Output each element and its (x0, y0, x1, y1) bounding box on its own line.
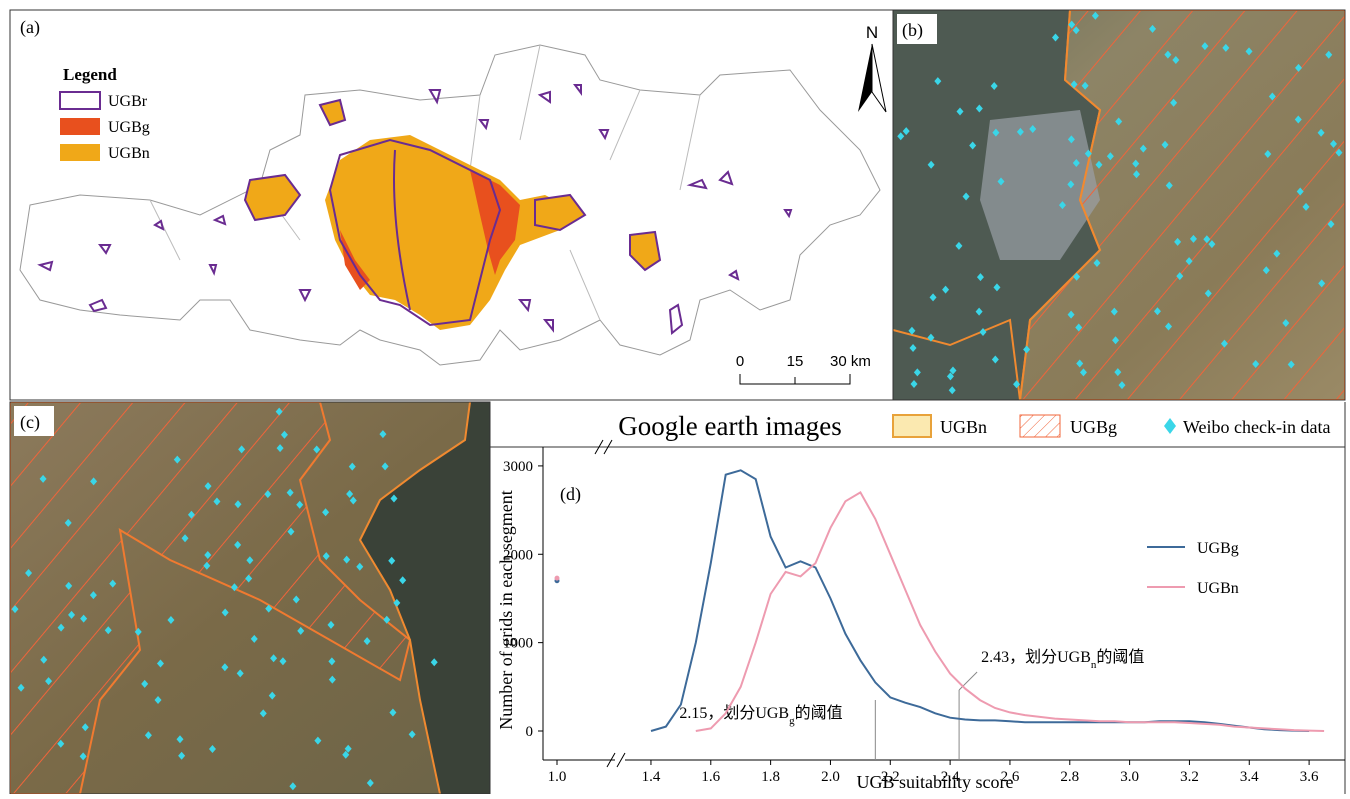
legend-label: UGBg (108, 119, 150, 136)
legend-swatch (1020, 415, 1060, 437)
axis-break (595, 440, 625, 767)
legend-label: UGBg (1070, 417, 1117, 437)
x-tick-label: 1.6 (701, 769, 720, 785)
x-tick-label: 3.0 (1120, 769, 1139, 785)
x-tick-label: 2.0 (821, 769, 840, 785)
x-tick-label: 1.0 (548, 769, 567, 785)
legend-label: UGBr (108, 93, 148, 110)
y-tick-label: 3000 (503, 459, 533, 475)
legend-title: Legend (63, 65, 117, 84)
legend-swatch (893, 415, 931, 437)
annotation-text: 的阈值 (1096, 648, 1144, 666)
y-tick-label: 2000 (503, 547, 533, 563)
scale-label: 0 (736, 353, 744, 370)
north-label: N (866, 23, 878, 42)
panel-label: (b) (902, 20, 923, 41)
x-tick-label: 3.4 (1240, 769, 1259, 785)
panel-label: (c) (20, 412, 40, 433)
legend-label: Weibo check-in data (1183, 417, 1330, 437)
x-tick-label: 3.2 (1180, 769, 1199, 785)
satellite-image (10, 402, 490, 794)
legend-swatch (60, 144, 100, 161)
panel-label: (a) (20, 17, 40, 38)
x-tick-label: 2.4 (941, 769, 960, 785)
y-tick-label: 0 (526, 724, 534, 740)
legend-title: Google earth images (618, 411, 841, 441)
legend-label: UGBg (1197, 540, 1239, 557)
x-tick-label: 2.8 (1060, 769, 1079, 785)
point (555, 576, 560, 581)
annotation-text: 2.15，划分UGB (679, 704, 789, 722)
panel-label: (d) (560, 484, 581, 505)
x-tick-label: 1.4 (642, 769, 661, 785)
satellite-image (893, 10, 1345, 400)
legend-swatch (1164, 418, 1176, 434)
scale-label: 15 (787, 353, 804, 370)
line (696, 492, 1324, 731)
y-tick-label: 1000 (503, 636, 533, 652)
x-tick-label: 2.2 (881, 769, 900, 785)
x-tick-label: 3.6 (1300, 769, 1319, 785)
legend-swatch (60, 118, 100, 135)
y-axis-title: Number of grids in each segment (496, 490, 516, 729)
legend-label: UGBn (108, 145, 150, 162)
legend-swatch (60, 92, 100, 109)
annotation-text: 2.43，划分UGB (981, 648, 1091, 666)
figure: (a) Legend UGBr UGBg UGBn N 0 15 30 km (… (0, 0, 1350, 794)
legend-label: UGBn (1197, 580, 1239, 597)
legend-label: UGBn (940, 417, 987, 437)
line (651, 470, 1309, 731)
scale-label: 30 km (830, 353, 871, 370)
annotation-text: 的阈值 (795, 704, 843, 722)
x-tick-label: 1.8 (761, 769, 780, 785)
x-tick-label: 2.6 (1001, 769, 1020, 785)
annotation-leader (959, 672, 977, 690)
